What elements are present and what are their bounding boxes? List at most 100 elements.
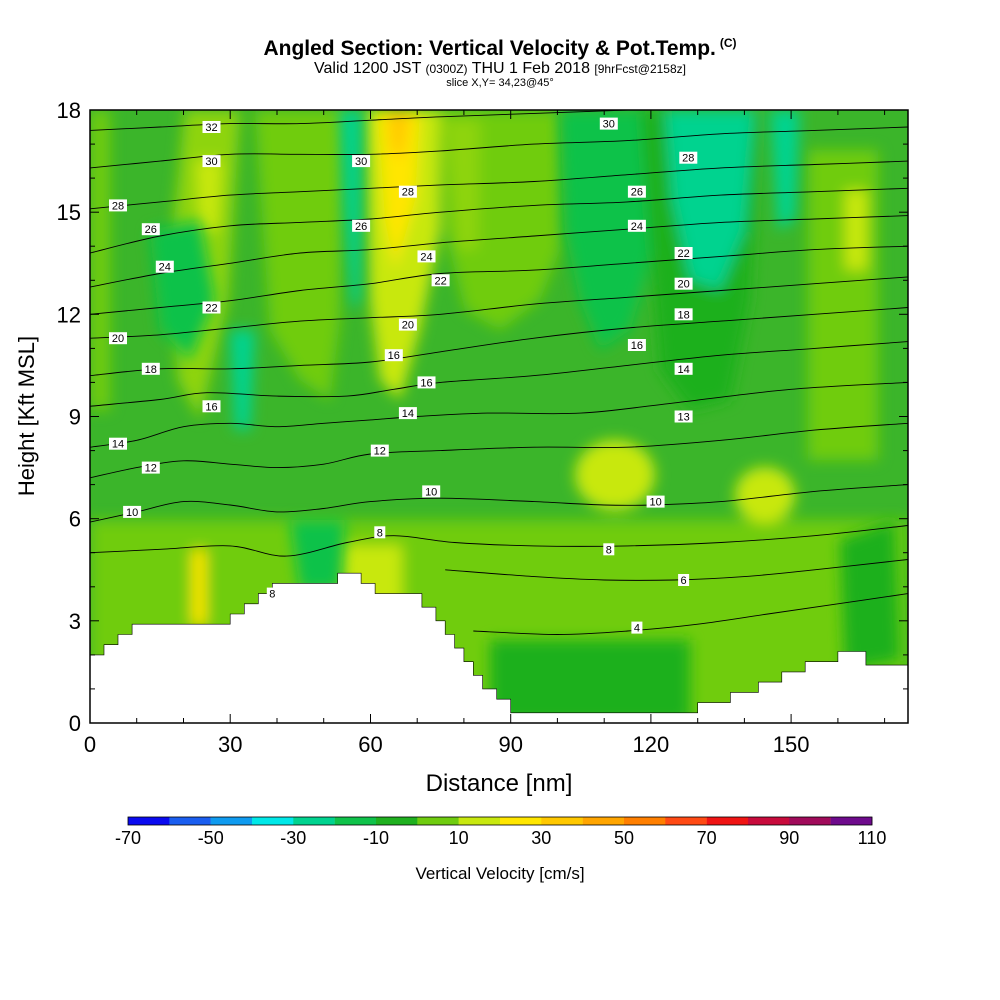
- contour-label: 8: [269, 589, 275, 601]
- y-axis-label: Height [Kft MSL]: [14, 336, 39, 496]
- contour-label-bg: [141, 461, 160, 474]
- contour-label: 18: [677, 309, 689, 321]
- contour-label: 26: [145, 224, 157, 236]
- contour-label: 20: [402, 320, 414, 332]
- contour-label-bg: [599, 117, 618, 130]
- contour-12: [90, 422, 908, 479]
- y-tick-label: 12: [57, 302, 81, 327]
- contour-label-bg: [674, 247, 693, 259]
- contour-label: 20: [112, 333, 124, 345]
- contour-label: 26: [631, 187, 643, 199]
- colorbar-swatch: [210, 817, 253, 825]
- contour-28: [90, 160, 908, 210]
- chart-title: Angled Section: Vertical Velocity & Pot.…: [0, 36, 1000, 61]
- downdraft-low-3: [840, 520, 900, 670]
- contour-label-bg: [678, 574, 690, 586]
- contour-label-bg: [398, 407, 417, 420]
- contour-label-bg: [417, 376, 436, 389]
- updraft-column-2: [255, 110, 345, 400]
- updraft-column-4-core: [445, 120, 480, 250]
- contour-label: 14: [677, 364, 689, 376]
- contour-label: 10: [126, 507, 138, 519]
- contour-label: 22: [677, 248, 689, 260]
- colorbar-swatch: [748, 817, 790, 825]
- downdraft-low-1: [290, 520, 345, 590]
- contour-label-bg: [109, 437, 127, 450]
- low-updraft-spike: [192, 550, 206, 625]
- contour-label: 30: [355, 156, 367, 168]
- contour-label-bg: [109, 199, 127, 212]
- contour-label-bg: [627, 185, 646, 198]
- contour-label: 16: [631, 340, 643, 352]
- contour-label: 14: [402, 408, 414, 420]
- contour-label: 28: [112, 200, 124, 212]
- y-tick-label: 6: [69, 507, 81, 532]
- colorbar-tick-label: 10: [449, 828, 469, 848]
- contour-label-bg: [398, 318, 417, 331]
- contour-32: [90, 110, 628, 131]
- contour-label-bg: [674, 410, 693, 423]
- colorbar-swatch: [128, 817, 170, 825]
- y-tick-label: 18: [57, 98, 81, 123]
- contour-label: 12: [374, 446, 386, 458]
- contour-label-bg: [603, 543, 615, 556]
- title-unit: (C): [719, 36, 737, 50]
- potential-temperature-contours: [90, 110, 908, 635]
- contour-label: 24: [631, 221, 643, 233]
- downdraft-streak-2: [770, 110, 800, 230]
- contour-label: 16: [205, 401, 217, 413]
- contour-label: 16: [388, 350, 400, 362]
- contour-label-bg: [155, 260, 174, 273]
- contour-label-bg: [417, 250, 436, 263]
- contour-label-bg: [141, 362, 160, 375]
- downdraft-low-2: [490, 640, 690, 723]
- contour-label-bg: [202, 301, 221, 314]
- colorbar-swatch: [541, 817, 583, 825]
- y-tick-label: 0: [69, 711, 81, 736]
- contour-label-bg: [627, 339, 646, 351]
- colorbar-tick-label: 30: [531, 828, 551, 848]
- colorbar-swatch: [252, 817, 294, 825]
- contour-label: 20: [677, 279, 689, 291]
- forecast-info: [9hrFcst@2158z]: [594, 62, 686, 76]
- updraft-core-5: [845, 190, 867, 270]
- contour-label: 10: [425, 486, 437, 498]
- colorbar-tick-label: 50: [614, 828, 634, 848]
- contour-label-bg: [674, 308, 693, 321]
- colorbar-swatch: [706, 817, 749, 825]
- contour-label: 10: [649, 497, 661, 509]
- colorbar-tick-label: -50: [198, 828, 224, 848]
- contour-10: [90, 484, 908, 523]
- contour-label: 6: [681, 575, 687, 587]
- x-axis-label: Distance [nm]: [426, 770, 573, 797]
- x-tick-label: 120: [633, 732, 670, 757]
- colorbar-swatch: [169, 817, 211, 825]
- updraft-max-3: [388, 110, 410, 160]
- contour-4: [473, 593, 908, 635]
- contour-label-bg: [141, 223, 160, 236]
- x-tick-label: 150: [773, 732, 810, 757]
- y-tick-label: 9: [69, 405, 81, 430]
- left-edge-band: [90, 110, 110, 410]
- contour-label-bg: [431, 274, 450, 287]
- contour-label-bg: [646, 495, 665, 508]
- contour-label: 4: [634, 623, 640, 635]
- contour-label-bg: [398, 185, 417, 198]
- updraft-blob-1: [575, 440, 655, 510]
- colorbar-swatch: [458, 817, 501, 825]
- valid-utc: (0300Z): [425, 62, 468, 76]
- contour-18: [90, 307, 908, 377]
- contour-label-bg: [202, 400, 221, 413]
- colorbar-tick-label: 70: [697, 828, 717, 848]
- contour-label-bg: [627, 219, 646, 232]
- contour-label-bg: [202, 121, 221, 133]
- contour-label-bg: [674, 362, 693, 375]
- contour-label: 8: [606, 544, 612, 556]
- contour-8: [90, 525, 908, 557]
- contour-label: 22: [205, 303, 217, 315]
- contour-label-bg: [352, 219, 371, 232]
- contour-16: [90, 341, 908, 407]
- contour-label-bg: [679, 151, 698, 164]
